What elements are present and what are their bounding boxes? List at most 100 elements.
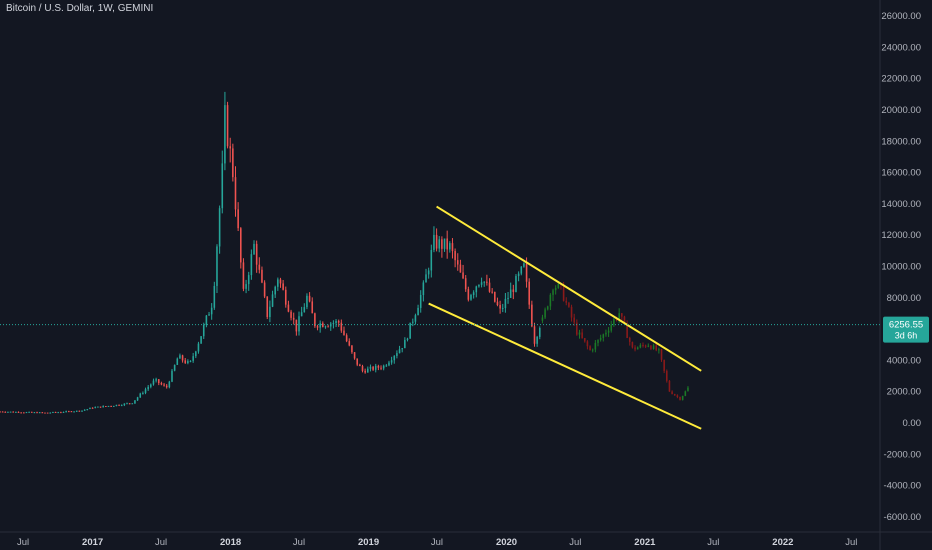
price-candle — [44, 412, 46, 414]
price-candle — [515, 274, 517, 293]
candle-body — [475, 286, 478, 293]
price-candle — [62, 411, 65, 413]
projection-candle — [613, 317, 615, 327]
price-candle — [41, 412, 44, 414]
price-candle — [486, 274, 488, 286]
price-candle — [372, 365, 374, 371]
price-candle — [454, 248, 456, 268]
price-candle — [102, 405, 104, 408]
candle-body — [613, 319, 615, 325]
candle-body — [382, 365, 385, 369]
price-candle — [128, 403, 131, 405]
price-candle — [12, 411, 15, 413]
price-candle — [224, 91, 226, 171]
candle-body — [60, 412, 62, 414]
candle-body — [118, 404, 120, 406]
candle-body — [599, 337, 602, 340]
price-candle — [226, 101, 229, 149]
price-candle — [284, 286, 287, 308]
y-tick-label: -6000.00 — [883, 512, 921, 523]
price-candle — [467, 286, 470, 302]
candle-body — [520, 266, 523, 274]
price-candle — [176, 357, 179, 366]
price-candle — [168, 380, 171, 389]
candle-body — [658, 349, 660, 351]
price-candle — [491, 288, 493, 294]
candle-body — [578, 332, 581, 335]
candle-body — [605, 332, 607, 335]
channel-upper-line — [436, 205, 702, 372]
candle-body — [631, 341, 634, 348]
price-candle — [213, 281, 216, 310]
x-tick-label: 2019 — [358, 537, 379, 548]
candle-body — [427, 270, 430, 275]
projection-candle — [554, 285, 557, 295]
price-candle — [533, 322, 536, 347]
candle-body — [504, 298, 507, 309]
price-candle — [112, 405, 115, 407]
candle-body — [300, 312, 303, 317]
price-candle — [496, 297, 499, 307]
price-candle — [150, 383, 152, 389]
price-candle — [134, 400, 136, 405]
price-candle — [427, 267, 430, 279]
candle-body — [44, 412, 46, 414]
candle-body — [237, 209, 239, 229]
candle-body — [163, 384, 165, 386]
candle-body — [218, 208, 221, 247]
candle-body — [509, 289, 512, 298]
candle-body — [226, 105, 229, 147]
candle-body — [568, 302, 570, 307]
candle-body — [433, 234, 435, 250]
candle-body — [446, 238, 448, 250]
candle-body — [517, 273, 520, 277]
price-candle — [422, 280, 425, 302]
price-candle — [417, 304, 419, 316]
candle-body — [348, 341, 351, 346]
y-tick-label: 18000.00 — [881, 136, 921, 147]
price-candle — [171, 368, 173, 383]
candle-body — [38, 412, 41, 414]
candle-body — [456, 260, 459, 265]
price-candle — [126, 402, 128, 405]
candle-body — [202, 325, 205, 337]
price-candle — [345, 333, 348, 343]
candle-body — [673, 394, 676, 396]
price-candle — [298, 311, 300, 336]
candle-body — [372, 366, 374, 370]
candle-body — [676, 395, 679, 398]
price-candle — [184, 357, 187, 365]
price-candle — [17, 411, 20, 413]
candle-body — [311, 301, 314, 314]
projection-candle — [666, 369, 668, 383]
projection-candle — [583, 337, 586, 343]
price-candle — [89, 407, 91, 410]
candle-body — [687, 387, 689, 392]
price-candle — [390, 356, 393, 365]
candle-body — [488, 282, 491, 292]
y-tick-label: 4000.00 — [887, 355, 921, 366]
projection-candle — [663, 359, 665, 374]
price-candle — [406, 337, 409, 342]
price-candle — [208, 311, 210, 316]
price-candle — [131, 403, 134, 405]
candle-body — [377, 365, 380, 368]
candle-body — [385, 365, 388, 367]
candle-body — [671, 391, 673, 395]
candle-body — [679, 397, 681, 400]
price-candle — [478, 284, 480, 288]
candle-body — [89, 407, 91, 410]
candle-body — [284, 289, 287, 305]
candle-body — [576, 322, 578, 335]
price-candle — [480, 277, 483, 288]
price-candle — [205, 315, 208, 328]
candle-body — [552, 290, 554, 295]
price-candle — [374, 363, 377, 373]
candle-body — [610, 324, 613, 331]
candle-body — [30, 411, 33, 413]
price-candle — [110, 405, 112, 407]
price-badge-bg — [883, 316, 929, 343]
price-candle — [46, 412, 49, 414]
price-candle — [221, 150, 224, 214]
